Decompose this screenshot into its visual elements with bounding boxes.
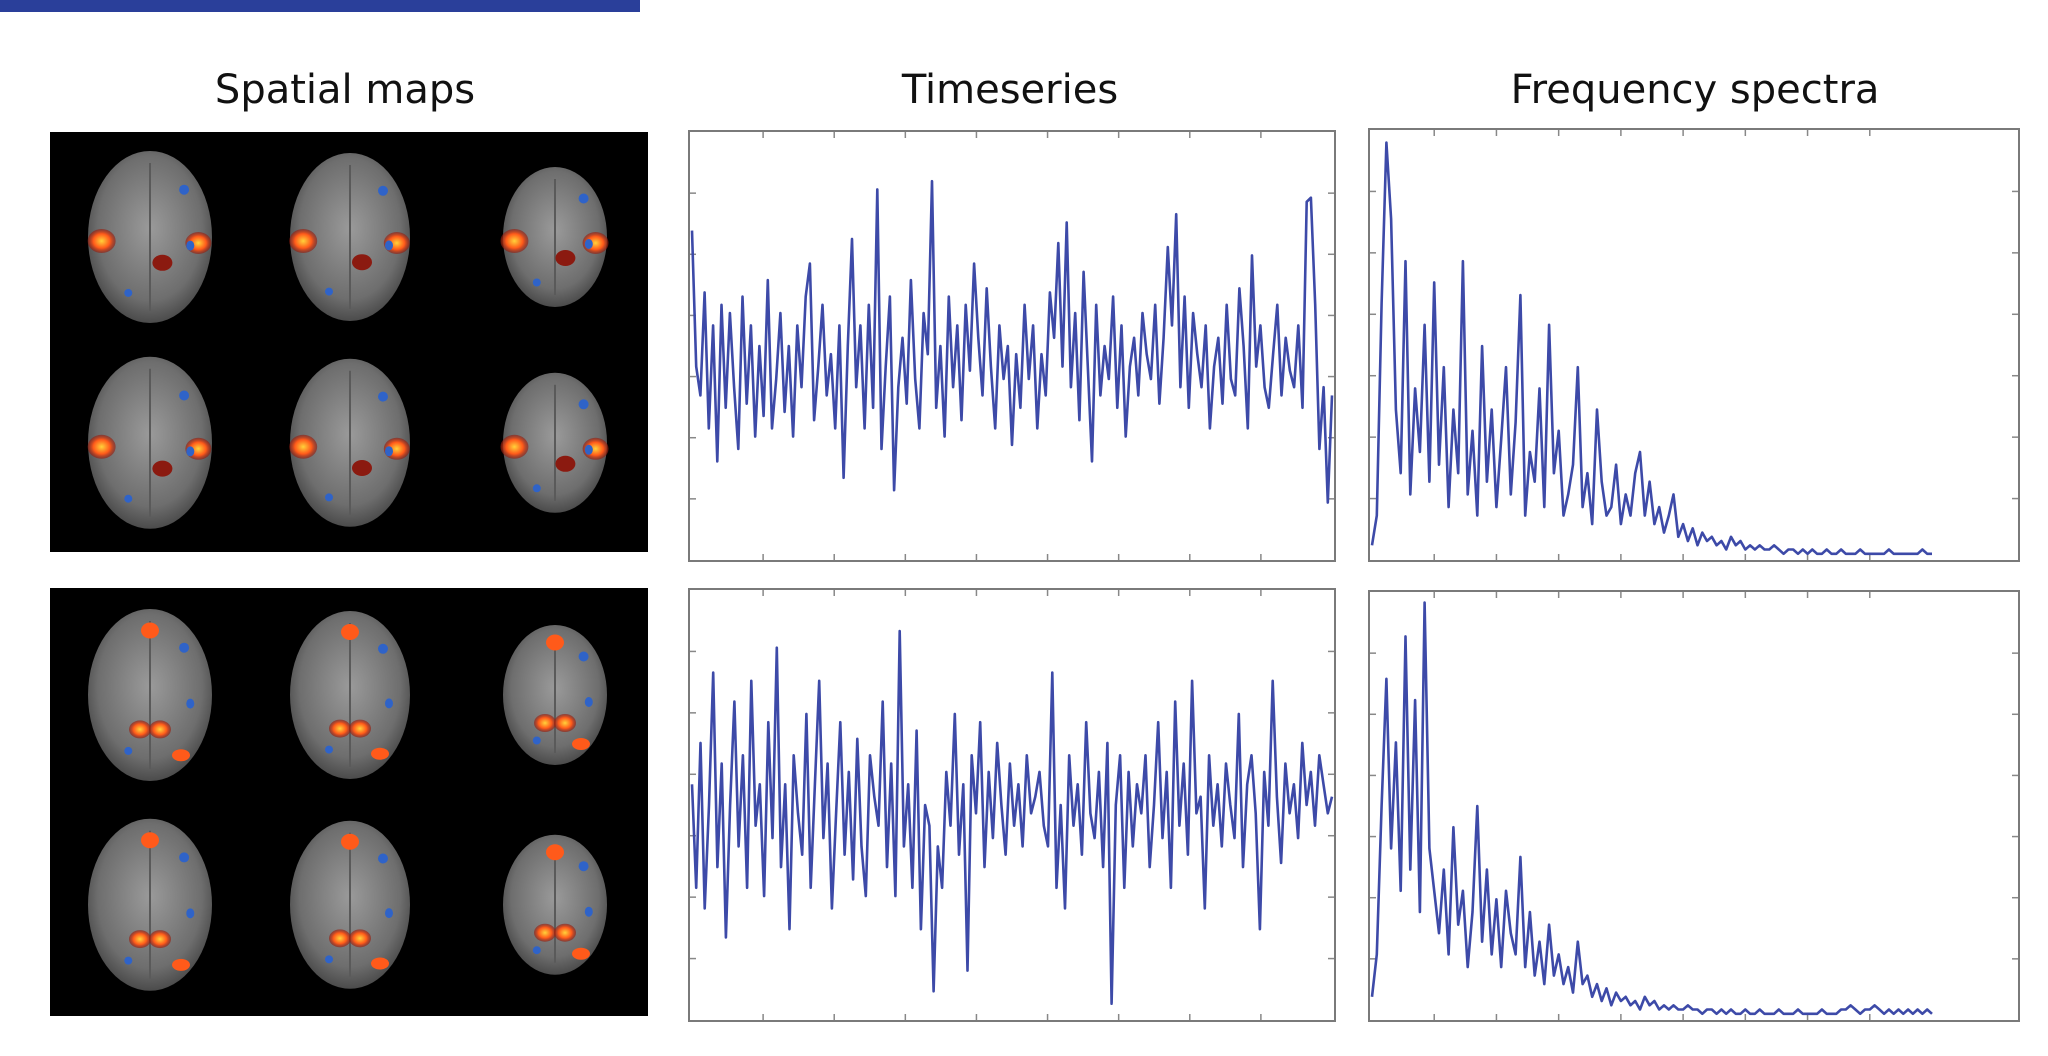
- activation-blob: [329, 719, 351, 738]
- component-2-timeseries-line: [690, 629, 1334, 1005]
- negative-activation-blob: [385, 446, 393, 457]
- activation-blob: [546, 844, 564, 861]
- activation-blob: [129, 930, 151, 949]
- activation-blob: [341, 624, 359, 640]
- negative-activation-blob: [532, 736, 541, 745]
- activation-blob: [534, 923, 556, 942]
- negative-activation-blob: [584, 697, 593, 707]
- spatial-map-1-svg: [87, 151, 609, 529]
- negative-activation-blob: [378, 185, 388, 196]
- negative-activation-blob: [584, 906, 593, 917]
- activation-blob: [172, 749, 190, 762]
- negative-activation-blob: [124, 956, 133, 965]
- activation-blob: [371, 747, 389, 760]
- activation-blob: [172, 958, 190, 971]
- negative-activation-blob: [584, 239, 593, 249]
- negative-activation-blob: [179, 184, 190, 195]
- spectrum-2-svg: [1370, 592, 2018, 1020]
- negative-activation-blob: [385, 240, 393, 251]
- component-1-timeseries-line: [690, 179, 1334, 504]
- component-1-spectrum-line: [1370, 141, 1932, 556]
- negative-activation-blob: [325, 287, 333, 296]
- negative-activation-blob: [179, 642, 190, 653]
- activation-blob: [546, 634, 564, 651]
- activation-blob: [87, 229, 116, 253]
- activation-blob: [555, 250, 576, 266]
- negative-activation-blob: [532, 484, 541, 493]
- spatial-map-panel-1: [50, 132, 648, 552]
- title-spatial-maps: Spatial maps: [214, 67, 476, 113]
- component-2-spectrum-line: [1370, 601, 1933, 1016]
- negative-activation-blob: [186, 446, 195, 457]
- activation-blob: [289, 229, 318, 253]
- activation-blob: [349, 719, 371, 738]
- negative-activation-blob: [325, 955, 333, 964]
- negative-activation-blob: [179, 852, 190, 863]
- spectrum-plot-1: [1368, 128, 2020, 562]
- negative-activation-blob: [124, 288, 133, 297]
- activation-blob: [352, 254, 372, 271]
- negative-activation-blob: [378, 643, 388, 654]
- negative-activation-blob: [385, 908, 393, 919]
- activation-blob: [87, 434, 116, 459]
- timeseries-plot-1: [688, 130, 1336, 562]
- spatial-map-panel-2: [50, 588, 648, 1016]
- activation-blob: [289, 434, 318, 459]
- negative-activation-blob: [578, 861, 589, 872]
- negative-activation-blob: [378, 853, 388, 864]
- activation-blob: [500, 434, 529, 459]
- negative-activation-blob: [578, 651, 589, 662]
- activation-blob: [352, 460, 372, 476]
- activation-blob: [349, 929, 371, 948]
- negative-activation-blob: [385, 698, 393, 709]
- activation-blob: [572, 738, 590, 750]
- negative-activation-blob: [186, 240, 195, 251]
- negative-activation-blob: [532, 946, 541, 955]
- spectrum-plot-2: [1368, 590, 2020, 1022]
- negative-activation-blob: [124, 746, 133, 755]
- activation-blob: [141, 832, 159, 849]
- title-frequency-spectra: Frequency spectra: [1510, 67, 1880, 113]
- timeseries-1-svg: [690, 132, 1334, 560]
- activation-blob: [129, 720, 151, 739]
- activation-blob: [152, 254, 173, 271]
- spatial-map-2-svg: [88, 609, 607, 991]
- timeseries-plot-2: [688, 588, 1336, 1022]
- negative-activation-blob: [578, 399, 589, 410]
- negative-activation-blob: [378, 391, 388, 402]
- negative-activation-blob: [578, 193, 589, 204]
- negative-activation-blob: [532, 278, 541, 287]
- negative-activation-blob: [186, 698, 195, 709]
- negative-activation-blob: [179, 390, 190, 401]
- activation-blob: [554, 923, 576, 942]
- title-timeseries: Timeseries: [901, 67, 1119, 113]
- activation-blob: [534, 714, 556, 732]
- spectrum-1-svg: [1370, 130, 2018, 560]
- activation-blob: [555, 455, 576, 472]
- activation-blob: [554, 714, 576, 732]
- negative-activation-blob: [124, 494, 133, 503]
- timeseries-2-svg: [690, 590, 1334, 1020]
- activation-blob: [572, 947, 590, 960]
- activation-blob: [149, 930, 171, 949]
- negative-activation-blob: [584, 444, 593, 455]
- activation-blob: [341, 833, 359, 850]
- negative-activation-blob: [186, 908, 195, 919]
- activation-blob: [152, 460, 173, 477]
- negative-activation-blob: [325, 745, 333, 754]
- activation-blob: [149, 720, 171, 739]
- activation-blob: [500, 229, 529, 253]
- activation-blob: [371, 957, 389, 970]
- activation-blob: [141, 622, 159, 639]
- activation-blob: [329, 929, 351, 948]
- top-header-strip: [0, 0, 640, 12]
- negative-activation-blob: [325, 493, 333, 502]
